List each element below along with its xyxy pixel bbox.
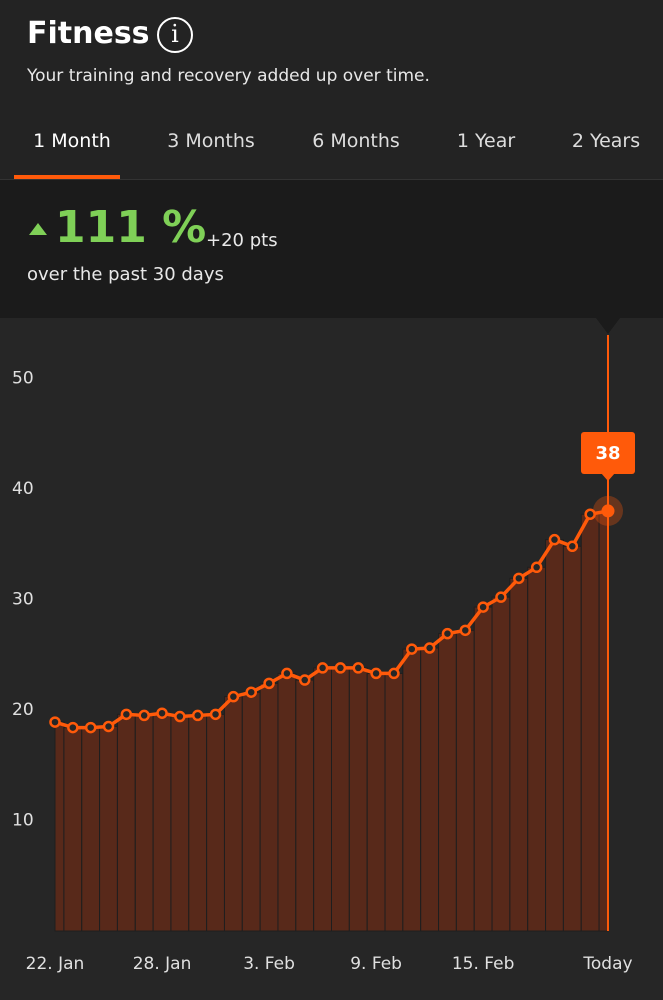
x-tick-label: 15. Feb	[452, 954, 515, 974]
bar	[509, 577, 529, 932]
point	[477, 601, 489, 613]
tooltip-tail	[601, 473, 615, 481]
cursor-pointer	[596, 318, 620, 334]
point	[227, 690, 240, 703]
bar	[81, 727, 101, 932]
subtitle: Your training and recovery added up over…	[27, 66, 430, 86]
bar	[331, 667, 350, 932]
point	[513, 572, 525, 585]
x-tick-label: 3. Feb	[243, 954, 295, 974]
point	[423, 642, 436, 654]
tooltip	[581, 432, 635, 474]
point	[138, 709, 150, 722]
point	[174, 710, 186, 723]
point	[495, 591, 507, 603]
tab[interactable]: 2 Years	[571, 130, 641, 152]
bar	[152, 712, 172, 932]
bar	[366, 672, 386, 932]
point	[566, 540, 579, 553]
point	[120, 708, 133, 721]
bar	[223, 696, 243, 932]
bar	[420, 647, 440, 932]
period: over the past 30 days	[27, 264, 224, 285]
point	[459, 624, 472, 637]
y-tick-label: 40	[12, 479, 34, 499]
y-tick-label: 10	[12, 810, 34, 830]
bar	[241, 691, 261, 932]
x-tick-label: 28. Jan	[133, 954, 192, 974]
data-label: 38	[595, 443, 620, 464]
tab[interactable]: 6 Months	[312, 130, 400, 152]
point	[334, 662, 347, 674]
bar	[598, 510, 609, 932]
change-percent: 111 %	[55, 202, 207, 253]
x-tick-label: 9. Feb	[350, 954, 402, 974]
point	[209, 708, 222, 721]
point	[601, 504, 615, 518]
x-tick-label: Today	[582, 954, 632, 974]
point	[49, 716, 61, 728]
bar	[116, 713, 136, 932]
point	[298, 674, 311, 686]
bar	[545, 539, 564, 932]
bar	[438, 633, 457, 932]
point	[584, 508, 596, 520]
point	[245, 686, 257, 698]
bar	[63, 727, 83, 932]
bar	[99, 725, 118, 932]
bar	[455, 629, 475, 932]
y-tick-label: 30	[12, 589, 34, 609]
bar	[313, 667, 332, 932]
point	[406, 643, 418, 655]
bar	[402, 648, 422, 932]
point	[388, 667, 400, 680]
bar	[580, 513, 600, 932]
point	[102, 720, 115, 733]
point	[281, 667, 293, 680]
bar	[188, 714, 208, 932]
x-tick-label: 22. Jan	[26, 954, 85, 974]
y-tick-label: 50	[12, 368, 34, 388]
point	[263, 677, 275, 690]
bar	[54, 721, 65, 932]
point	[84, 721, 97, 734]
bar	[170, 716, 190, 932]
point	[548, 533, 561, 546]
point	[316, 662, 329, 674]
info-button[interactable]: i	[157, 17, 193, 53]
bar	[259, 682, 279, 932]
tab[interactable]: 1 Year	[456, 130, 516, 152]
header: Fitness i Your training and recovery add…	[0, 0, 663, 180]
point	[191, 709, 204, 722]
bar	[277, 672, 297, 932]
bar	[295, 679, 315, 932]
title: Fitness	[27, 16, 150, 51]
tab[interactable]: 3 Months	[167, 130, 255, 152]
point	[156, 707, 168, 719]
bar	[562, 545, 582, 932]
point	[67, 721, 79, 734]
tab-indicator	[14, 175, 120, 179]
tab[interactable]: 1 Month	[33, 130, 111, 152]
point	[370, 667, 382, 680]
bar	[527, 566, 547, 932]
bar	[473, 606, 493, 932]
point	[441, 627, 454, 640]
change-points: +20 pts	[206, 230, 278, 251]
y-tick-label: 20	[12, 700, 34, 720]
summary	[0, 180, 663, 318]
bar	[384, 672, 404, 932]
bar	[348, 667, 368, 932]
point	[530, 561, 543, 574]
point	[352, 662, 365, 674]
bar	[206, 713, 225, 932]
bar	[134, 714, 154, 932]
up-arrow	[29, 223, 47, 235]
bar	[491, 596, 511, 932]
